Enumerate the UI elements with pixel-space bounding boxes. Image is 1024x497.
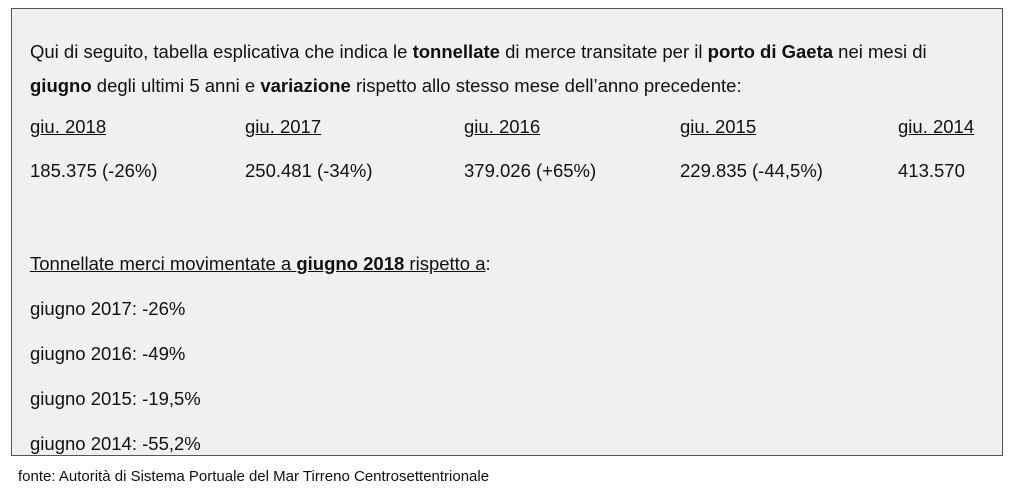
column-header: giu. 2016 xyxy=(464,116,541,137)
column-header: giu. 2018 xyxy=(30,116,107,137)
table-cell: 250.481 (-34%) xyxy=(245,160,373,181)
intro-bold-tonnellate: tonnellate xyxy=(412,41,500,62)
intro-bold-porto: porto di Gaeta xyxy=(707,41,834,62)
list-item: giugno 2014: -55,2% xyxy=(30,433,201,454)
list-item: giugno 2017: -26% xyxy=(30,298,186,319)
table-cell: 185.375 (-26%) xyxy=(30,160,158,181)
column-header: giu. 2017 xyxy=(245,116,322,137)
intro-text-5: rispetto allo stesso mese dell’anno prec… xyxy=(350,75,742,96)
intro-text-4: degli ultimi 5 anni e xyxy=(91,75,261,96)
intro-paragraph: Qui di seguito, tabella esplicativa che … xyxy=(30,35,990,103)
table-cell: 413.570 xyxy=(898,160,965,181)
list-item: giugno 2015: -19,5% xyxy=(30,388,201,409)
comparison-heading: Tonnellate merci movimentate a giugno 20… xyxy=(30,253,491,275)
table-values-row: 185.375 (-26%) 250.481 (-34%) 379.026 (+… xyxy=(30,160,990,186)
list-item: giugno 2016: -49% xyxy=(30,343,186,364)
comparison-heading-colon: : xyxy=(485,253,491,274)
table-header-row: giu. 2018 giu. 2017 giu. 2016 giu. 2015 … xyxy=(30,116,990,142)
intro-bold-variazione: variazione xyxy=(260,75,351,96)
comparison-heading-text-2: rispetto a xyxy=(404,253,486,274)
intro-bold-giugno: giugno xyxy=(30,75,92,96)
intro-text-3: nei mesi di xyxy=(833,41,927,62)
column-header: giu. 2014 xyxy=(898,116,975,137)
intro-text-1: Qui di seguito, tabella esplicativa che … xyxy=(30,41,413,62)
table-cell: 229.835 (-44,5%) xyxy=(680,160,823,181)
table-cell: 379.026 (+65%) xyxy=(464,160,597,181)
source-caption: fonte: Autorità di Sistema Portuale del … xyxy=(18,468,490,485)
intro-text-2: di merce transitate per il xyxy=(499,41,708,62)
column-header: giu. 2015 xyxy=(680,116,757,137)
comparison-list: giugno 2017: -26% giugno 2016: -49% giug… xyxy=(30,298,201,478)
comparison-heading-bold: giugno 2018 xyxy=(296,253,405,274)
info-panel: Qui di seguito, tabella esplicativa che … xyxy=(11,8,1003,456)
comparison-heading-text-1: Tonnellate merci movimentate a xyxy=(30,253,297,274)
